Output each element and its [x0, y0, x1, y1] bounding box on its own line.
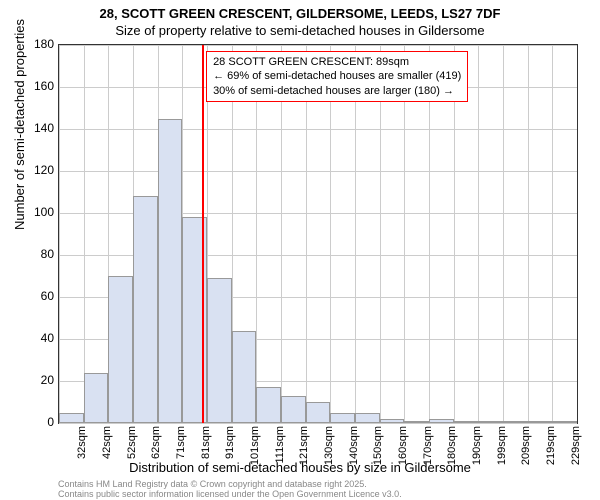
histogram-bar: [380, 419, 405, 423]
callout-line: 28 SCOTT GREEN CRESCENT: 89sqm: [213, 55, 461, 69]
y-tick-label: 100: [24, 205, 54, 219]
histogram-bar: [355, 413, 380, 424]
chart-title: 28, SCOTT GREEN CRESCENT, GILDERSOME, LE…: [0, 0, 600, 23]
chart-container: 28, SCOTT GREEN CRESCENT, GILDERSOME, LE…: [0, 0, 600, 500]
histogram-bar: [503, 421, 528, 423]
histogram-bar: [429, 419, 454, 423]
histogram-bar: [404, 421, 429, 423]
grid-line: [84, 45, 85, 423]
y-tick-label: 40: [24, 331, 54, 345]
histogram-bar: [108, 276, 133, 423]
callout-box: 28 SCOTT GREEN CRESCENT: 89sqm← 69% of s…: [206, 51, 468, 102]
grid-line: [59, 45, 60, 423]
y-tick-label: 0: [24, 415, 54, 429]
histogram-bar: [133, 196, 158, 423]
x-axis-label: Distribution of semi-detached houses by …: [0, 460, 600, 475]
chart-subtitle: Size of property relative to semi-detach…: [0, 23, 600, 42]
histogram-bar: [528, 421, 553, 423]
y-tick-label: 80: [24, 247, 54, 261]
grid-line: [59, 423, 577, 424]
grid-line: [59, 129, 577, 130]
histogram-bar: [306, 402, 331, 423]
histogram-bar: [84, 373, 109, 423]
grid-line: [503, 45, 504, 423]
histogram-bar: [330, 413, 355, 424]
histogram-bar: [256, 387, 281, 423]
histogram-bar: [207, 278, 232, 423]
y-tick-label: 20: [24, 373, 54, 387]
callout-line: 30% of semi-detached houses are larger (…: [213, 84, 461, 98]
histogram-bar: [158, 119, 183, 424]
grid-line: [59, 45, 577, 46]
grid-line: [528, 45, 529, 423]
histogram-bar: [281, 396, 306, 423]
histogram-bar: [59, 413, 84, 424]
histogram-bar: [478, 421, 503, 423]
grid-line: [478, 45, 479, 423]
grid-line: [552, 45, 553, 423]
footer-line: Contains public sector information licen…: [58, 490, 402, 500]
y-tick-label: 160: [24, 79, 54, 93]
histogram-bar: [552, 421, 577, 423]
y-tick-label: 180: [24, 37, 54, 51]
y-tick-label: 140: [24, 121, 54, 135]
plot-area: 28 SCOTT GREEN CRESCENT: 89sqm← 69% of s…: [58, 44, 578, 424]
grid-line: [59, 171, 577, 172]
y-tick-label: 120: [24, 163, 54, 177]
histogram-bar: [232, 331, 257, 423]
y-tick-label: 60: [24, 289, 54, 303]
footer-text: Contains HM Land Registry data © Crown c…: [58, 480, 402, 500]
callout-line: ← 69% of semi-detached houses are smalle…: [213, 69, 461, 83]
marker-line: [202, 45, 204, 423]
histogram-bar: [454, 421, 479, 423]
